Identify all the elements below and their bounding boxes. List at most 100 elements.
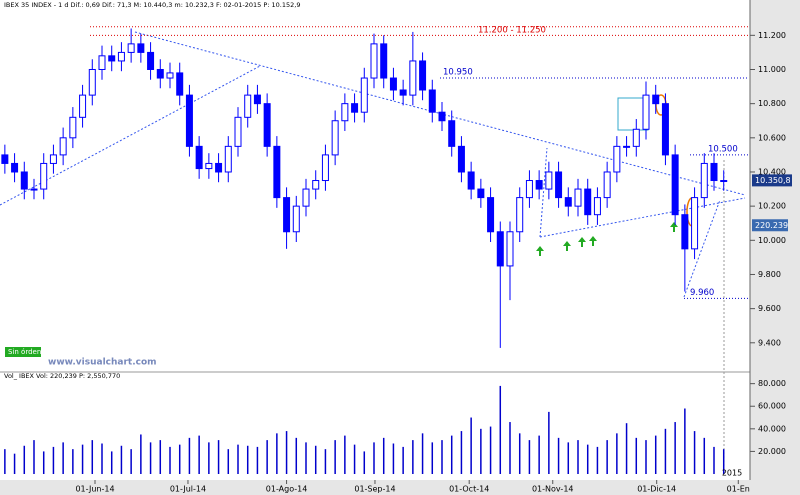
candle-body xyxy=(205,162,213,170)
x-tick-label: 01-Jun-14 xyxy=(75,485,114,494)
candle-body xyxy=(321,154,329,182)
candle-body xyxy=(593,197,601,216)
x-tick-label: 01-Dic-14 xyxy=(637,485,676,494)
candle-body xyxy=(428,89,436,113)
candle-body xyxy=(516,197,524,233)
y-tick-label: 10.600 xyxy=(758,133,786,142)
arrow xyxy=(670,222,678,232)
candle-body xyxy=(166,72,174,79)
trendline xyxy=(539,147,548,238)
x-tick-label: 01-En xyxy=(727,485,750,494)
price-tag-label: 10.350,8 xyxy=(755,176,791,185)
arrow xyxy=(578,237,586,247)
candle-body xyxy=(545,171,553,190)
trendline xyxy=(539,197,746,238)
candle-body xyxy=(623,145,631,148)
candle-body xyxy=(108,55,116,62)
y-tick-label: 10.800 xyxy=(758,99,786,108)
right-axis-panel xyxy=(750,0,800,495)
candle-body xyxy=(535,180,543,190)
candle-body xyxy=(448,120,456,147)
candle-body xyxy=(341,103,349,122)
candle-body xyxy=(147,51,155,70)
y-tick-label: 9.600 xyxy=(758,304,781,313)
y-tick-label: 10.400 xyxy=(758,167,786,176)
candle-body xyxy=(283,197,291,233)
candle-body xyxy=(584,188,592,216)
candle-body xyxy=(185,94,193,147)
candle-body xyxy=(1,154,9,164)
arrow xyxy=(563,241,571,251)
candle-body xyxy=(691,197,699,250)
candle-body xyxy=(496,231,504,267)
candle-body xyxy=(603,171,611,199)
candle-body xyxy=(380,43,388,79)
candle-body xyxy=(176,72,184,96)
level-label: 10.950 xyxy=(443,68,473,78)
y-tick-label: 10.200 xyxy=(758,202,786,211)
x-tick-label: 01-Sep-14 xyxy=(354,485,395,494)
candle-body xyxy=(555,171,563,199)
candle-body xyxy=(652,94,660,105)
candle-body xyxy=(40,162,48,190)
candle-body xyxy=(69,116,77,139)
x-tick-label: 01-Oct-14 xyxy=(449,485,489,494)
candle-body xyxy=(525,180,533,199)
level-label: 11.200 - 11.250 xyxy=(478,25,546,35)
y-tick-label: 10.000 xyxy=(758,236,786,245)
candle-body xyxy=(253,94,261,105)
candle-body xyxy=(487,197,495,233)
candle-body xyxy=(137,43,145,53)
year-label: 2015 xyxy=(722,469,742,478)
candle-body xyxy=(720,180,728,183)
candle-body xyxy=(399,89,407,96)
y-tick-label: 80.000 xyxy=(758,379,786,388)
x-tick-label: 01-Ago-14 xyxy=(266,485,308,494)
candle-body xyxy=(127,43,135,53)
candle-body xyxy=(632,128,640,147)
y-tick-label: 9.400 xyxy=(758,338,781,347)
watermark: www.visualchart.com xyxy=(48,358,157,368)
candle-body xyxy=(59,137,67,156)
candle-body xyxy=(642,94,650,130)
candle-body xyxy=(215,162,223,173)
volume-title: Vol_ IBEX Vol: 220,239 P: 2,550,770 xyxy=(4,372,120,380)
y-tick-label: 60.000 xyxy=(758,402,786,411)
candle-body xyxy=(98,55,106,70)
price-tag xyxy=(752,174,792,187)
y-tick-label: 9.800 xyxy=(758,270,781,279)
candle-body xyxy=(671,154,679,216)
trendline xyxy=(0,65,261,206)
candle-body xyxy=(195,145,203,170)
x-tick-label: 01-Jul-14 xyxy=(170,485,206,494)
level-label: 9.960 xyxy=(690,288,714,298)
y-tick-label: 11.200 xyxy=(758,31,786,40)
candle-body xyxy=(409,60,417,96)
candle-body xyxy=(302,188,310,207)
candle-body xyxy=(438,111,446,122)
trendline xyxy=(683,199,721,298)
candle-body xyxy=(681,214,689,250)
candle-body xyxy=(457,145,465,173)
y-tick-label: 40.000 xyxy=(758,424,786,433)
x-tick-label: 01-Nov-14 xyxy=(532,485,574,494)
y-tick-label: 20.000 xyxy=(758,447,786,456)
trendline xyxy=(134,31,746,196)
candle-body xyxy=(613,145,621,173)
candle-body xyxy=(79,94,87,118)
candle-body xyxy=(419,60,427,91)
candle-body xyxy=(564,197,572,207)
candle-body xyxy=(389,77,397,91)
candle-body xyxy=(273,145,281,199)
value-tag xyxy=(752,219,788,232)
candle-body xyxy=(370,43,378,79)
candle-body xyxy=(710,162,718,182)
candle-body xyxy=(574,188,582,207)
arrow xyxy=(536,246,544,256)
status: Sin órdenes xyxy=(8,348,50,356)
value-tag-label: 220.239 xyxy=(755,221,788,230)
candle-body xyxy=(20,171,28,190)
candle-body xyxy=(312,180,320,190)
candle-body xyxy=(292,205,300,233)
